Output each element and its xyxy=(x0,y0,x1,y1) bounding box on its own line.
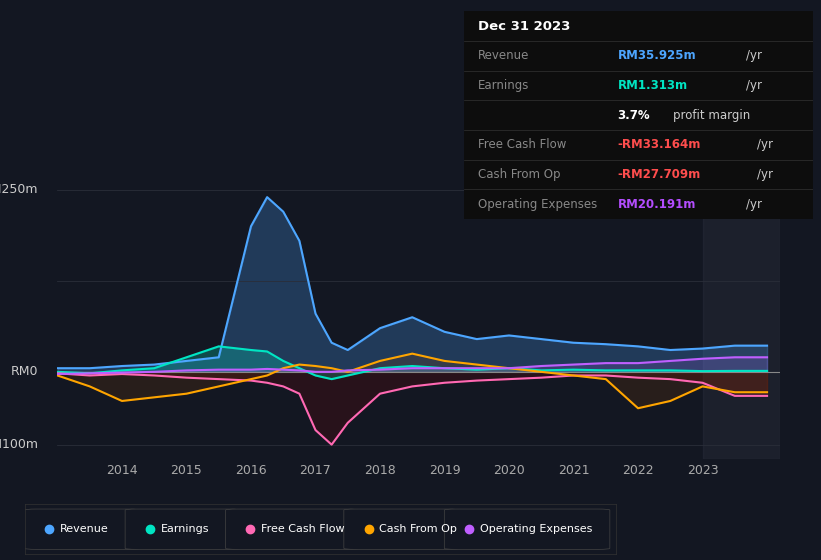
Text: profit margin: profit margin xyxy=(673,109,750,122)
Text: /yr: /yr xyxy=(746,198,763,211)
FancyBboxPatch shape xyxy=(125,509,241,549)
Text: Operating Expenses: Operating Expenses xyxy=(478,198,597,211)
Text: /yr: /yr xyxy=(746,79,763,92)
Text: RM0: RM0 xyxy=(11,365,38,379)
Text: -RM27.709m: -RM27.709m xyxy=(617,168,700,181)
Text: Cash From Op: Cash From Op xyxy=(478,168,560,181)
Text: Dec 31 2023: Dec 31 2023 xyxy=(478,20,571,32)
Text: Revenue: Revenue xyxy=(478,49,530,62)
Text: Free Cash Flow: Free Cash Flow xyxy=(478,138,566,151)
Text: Revenue: Revenue xyxy=(60,524,109,534)
FancyBboxPatch shape xyxy=(226,509,359,549)
Text: RM1.313m: RM1.313m xyxy=(617,79,687,92)
Text: Free Cash Flow: Free Cash Flow xyxy=(261,524,345,534)
Text: RM20.191m: RM20.191m xyxy=(617,198,695,211)
Text: /yr: /yr xyxy=(757,138,773,151)
Text: Operating Expenses: Operating Expenses xyxy=(479,524,592,534)
Text: RM35.925m: RM35.925m xyxy=(617,49,696,62)
Text: -RM33.164m: -RM33.164m xyxy=(617,138,701,151)
Text: Cash From Op: Cash From Op xyxy=(379,524,457,534)
Text: /yr: /yr xyxy=(746,49,763,62)
Bar xyxy=(703,168,780,459)
Text: Earnings: Earnings xyxy=(478,79,530,92)
Text: /yr: /yr xyxy=(757,168,773,181)
Text: -RM100m: -RM100m xyxy=(0,438,38,451)
Text: Earnings: Earnings xyxy=(161,524,209,534)
FancyBboxPatch shape xyxy=(344,509,459,549)
FancyBboxPatch shape xyxy=(444,509,610,549)
Text: RM250m: RM250m xyxy=(0,183,38,197)
Text: 3.7%: 3.7% xyxy=(617,109,650,122)
FancyBboxPatch shape xyxy=(25,509,140,549)
